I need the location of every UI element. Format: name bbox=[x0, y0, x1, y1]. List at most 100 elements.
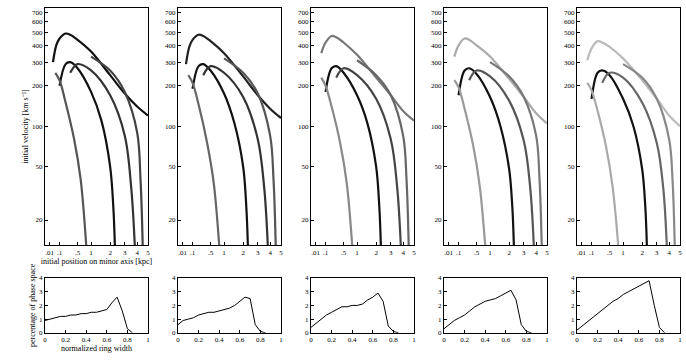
svg-text:4: 4 bbox=[667, 249, 671, 257]
svg-text:3: 3 bbox=[522, 249, 526, 257]
svg-text:0.4: 0.4 bbox=[82, 336, 91, 344]
svg-text:600: 600 bbox=[32, 18, 43, 26]
svg-text:0: 0 bbox=[309, 336, 313, 344]
svg-text:200: 200 bbox=[32, 82, 43, 90]
svg-text:50: 50 bbox=[169, 163, 177, 171]
svg-text:0.2: 0.2 bbox=[327, 336, 336, 344]
svg-text:normalized ring width: normalized ring width bbox=[61, 344, 132, 353]
svg-text:.1: .1 bbox=[589, 249, 595, 257]
svg-text:20: 20 bbox=[302, 216, 310, 224]
svg-text:400: 400 bbox=[32, 42, 43, 50]
svg-text:2: 2 bbox=[108, 249, 112, 257]
svg-text:0: 0 bbox=[442, 336, 446, 344]
svg-text:500: 500 bbox=[431, 29, 442, 37]
svg-text:.01: .01 bbox=[577, 249, 586, 257]
svg-text:2: 2 bbox=[241, 249, 245, 257]
svg-text:4: 4 bbox=[268, 249, 272, 257]
svg-text:4: 4 bbox=[135, 249, 139, 257]
svg-text:0.6: 0.6 bbox=[235, 336, 244, 344]
svg-text:1: 1 bbox=[678, 336, 682, 344]
svg-text:600: 600 bbox=[298, 18, 309, 26]
svg-text:initial position on minor axis: initial position on minor axis [kpc] bbox=[41, 257, 153, 266]
svg-text:4: 4 bbox=[401, 249, 405, 257]
svg-text:.5: .5 bbox=[341, 249, 347, 257]
svg-text:.01: .01 bbox=[45, 249, 54, 257]
svg-text:200: 200 bbox=[564, 82, 575, 90]
svg-text:2: 2 bbox=[305, 302, 309, 310]
svg-text:5: 5 bbox=[678, 249, 682, 257]
svg-text:600: 600 bbox=[431, 18, 442, 26]
svg-text:4: 4 bbox=[438, 274, 442, 282]
svg-text:300: 300 bbox=[165, 59, 176, 67]
svg-text:400: 400 bbox=[564, 42, 575, 50]
svg-text:0.8: 0.8 bbox=[123, 336, 132, 344]
svg-text:2: 2 bbox=[172, 302, 176, 310]
svg-text:4: 4 bbox=[172, 274, 176, 282]
svg-text:1: 1 bbox=[172, 316, 176, 324]
svg-text:0.2: 0.2 bbox=[460, 336, 469, 344]
svg-text:300: 300 bbox=[564, 59, 575, 67]
svg-text:700: 700 bbox=[298, 9, 309, 17]
svg-text:0: 0 bbox=[176, 336, 180, 344]
svg-text:0.6: 0.6 bbox=[368, 336, 377, 344]
svg-text:500: 500 bbox=[32, 29, 43, 37]
svg-text:0.2: 0.2 bbox=[61, 336, 70, 344]
svg-text:20: 20 bbox=[568, 216, 576, 224]
svg-text:1: 1 bbox=[412, 336, 416, 344]
svg-text:0: 0 bbox=[305, 329, 309, 337]
svg-text:100: 100 bbox=[32, 123, 43, 131]
svg-text:600: 600 bbox=[564, 18, 575, 26]
svg-text:400: 400 bbox=[431, 42, 442, 50]
svg-text:.1: .1 bbox=[323, 249, 329, 257]
svg-text:100: 100 bbox=[431, 123, 442, 131]
svg-text:2: 2 bbox=[438, 302, 442, 310]
svg-text:1: 1 bbox=[438, 316, 442, 324]
svg-text:0: 0 bbox=[438, 329, 442, 337]
svg-text:3: 3 bbox=[389, 249, 393, 257]
svg-text:50: 50 bbox=[36, 163, 44, 171]
svg-text:500: 500 bbox=[564, 29, 575, 37]
svg-text:2: 2 bbox=[571, 302, 575, 310]
svg-text:50: 50 bbox=[435, 163, 443, 171]
svg-text:500: 500 bbox=[298, 29, 309, 37]
svg-text:0.4: 0.4 bbox=[614, 336, 623, 344]
svg-text:0: 0 bbox=[571, 329, 575, 337]
svg-text:0.6: 0.6 bbox=[501, 336, 510, 344]
svg-text:3: 3 bbox=[305, 288, 309, 296]
svg-text:700: 700 bbox=[431, 9, 442, 17]
svg-text:300: 300 bbox=[32, 59, 43, 67]
svg-text:percentage of phase space: percentage of phase space bbox=[28, 263, 37, 347]
svg-text:0: 0 bbox=[172, 329, 176, 337]
svg-text:4: 4 bbox=[534, 249, 538, 257]
svg-text:50: 50 bbox=[302, 163, 310, 171]
svg-text:.5: .5 bbox=[208, 249, 214, 257]
svg-text:0.8: 0.8 bbox=[522, 336, 531, 344]
svg-text:20: 20 bbox=[36, 216, 44, 224]
svg-text:4: 4 bbox=[571, 274, 575, 282]
svg-text:0.8: 0.8 bbox=[389, 336, 398, 344]
svg-text:400: 400 bbox=[298, 42, 309, 50]
svg-text:5: 5 bbox=[279, 249, 283, 257]
svg-text:1: 1 bbox=[279, 336, 283, 344]
svg-text:3: 3 bbox=[438, 288, 442, 296]
svg-text:100: 100 bbox=[564, 123, 575, 131]
svg-text:1: 1 bbox=[222, 249, 226, 257]
svg-text:0.2: 0.2 bbox=[593, 336, 602, 344]
svg-text:300: 300 bbox=[431, 59, 442, 67]
svg-text:5: 5 bbox=[146, 249, 150, 257]
svg-text:0.6: 0.6 bbox=[102, 336, 111, 344]
svg-text:4: 4 bbox=[39, 274, 43, 282]
svg-text:100: 100 bbox=[298, 123, 309, 131]
svg-text:20: 20 bbox=[169, 216, 177, 224]
svg-text:400: 400 bbox=[165, 42, 176, 50]
svg-text:initial velocity [km s⁻¹]: initial velocity [km s⁻¹] bbox=[21, 89, 30, 164]
svg-text:200: 200 bbox=[298, 82, 309, 90]
svg-text:.1: .1 bbox=[190, 249, 196, 257]
svg-text:700: 700 bbox=[564, 9, 575, 17]
svg-text:.5: .5 bbox=[75, 249, 81, 257]
svg-text:0: 0 bbox=[43, 336, 47, 344]
svg-text:700: 700 bbox=[32, 9, 43, 17]
svg-text:0.4: 0.4 bbox=[481, 336, 490, 344]
svg-text:1: 1 bbox=[545, 336, 549, 344]
svg-text:1: 1 bbox=[621, 249, 625, 257]
